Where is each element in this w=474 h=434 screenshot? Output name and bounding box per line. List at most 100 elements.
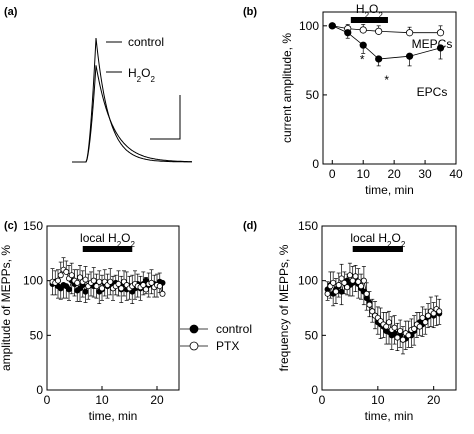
data-point	[68, 272, 75, 279]
panel-d: 0 10 20 0 50 100 150 time, min frequency of MEPP…	[243, 219, 457, 423]
data-point	[383, 323, 390, 330]
x-tick-label: 20	[387, 167, 401, 181]
data-point	[96, 278, 103, 285]
data-point	[93, 283, 100, 290]
data-point	[359, 26, 367, 34]
x-tick-label: 10	[95, 393, 109, 407]
data-point	[385, 319, 392, 326]
legend-marker	[189, 324, 199, 334]
x-axis-label: time, min	[365, 409, 414, 423]
application-bar-label: local H2O2	[350, 231, 405, 249]
x-tick-label: 0	[319, 393, 326, 407]
legend-label-control: control	[128, 35, 164, 49]
data-point	[352, 273, 359, 280]
data-point	[99, 285, 106, 292]
x-tick-label: 0	[44, 393, 51, 407]
data-point	[335, 282, 342, 289]
data-point	[156, 283, 163, 290]
plot-frame	[46, 225, 180, 391]
y-axis-label: amplitude of MEPPs, %	[0, 245, 13, 371]
data-point	[77, 274, 84, 281]
panel-label: (b)	[243, 6, 257, 18]
data-point	[338, 275, 345, 282]
data-point	[344, 29, 352, 37]
data-point	[90, 277, 97, 284]
panel-a: (a) control H2O2	[4, 6, 193, 163]
trace-control	[72, 37, 192, 163]
application-bar-label: H2O2	[356, 2, 383, 20]
data-point	[406, 29, 414, 37]
plot-frame	[322, 11, 457, 165]
panel-label: (a)	[4, 6, 18, 18]
data-point	[344, 284, 351, 291]
data-point	[346, 272, 353, 279]
data-point	[391, 324, 398, 331]
x-tick-label: 20	[150, 393, 164, 407]
data-point	[63, 268, 70, 275]
data-point	[55, 277, 62, 284]
data-point	[375, 55, 383, 63]
data-point	[349, 277, 356, 284]
data-point	[82, 276, 89, 283]
y-tick-label: 150	[298, 219, 318, 233]
data-point	[411, 325, 418, 332]
y-axis-label: frequency of MEPPs, %	[277, 244, 291, 371]
significance-marker: *	[384, 73, 389, 87]
data-point	[332, 288, 339, 295]
series-ptx	[324, 262, 443, 343]
y-tick-label: 50	[305, 328, 319, 342]
data-point	[394, 334, 401, 341]
data-point	[74, 279, 81, 286]
data-point	[375, 27, 383, 35]
data-point	[422, 319, 429, 326]
legend-label-h2o2: H2O2	[128, 66, 155, 84]
data-point	[406, 52, 414, 60]
data-point	[366, 301, 373, 308]
y-tick-label: 0	[311, 383, 318, 397]
data-point	[358, 283, 365, 290]
panel-label: (d)	[243, 220, 257, 232]
y-tick-label: 100	[299, 19, 319, 33]
application-bar	[82, 246, 133, 252]
application-bar	[352, 246, 403, 252]
x-tick-label: 10	[357, 167, 371, 181]
data-point	[397, 327, 404, 334]
y-tick-label: 100	[23, 274, 43, 288]
series-label-mepcs: MEPCs	[412, 37, 453, 51]
series-ptx	[49, 257, 166, 297]
data-point	[436, 44, 445, 52]
data-point	[369, 308, 376, 315]
series-epcs	[328, 22, 445, 67]
application-bar	[350, 17, 388, 23]
application-bar-label: local H2O2	[80, 231, 135, 249]
plot-frame	[321, 225, 457, 391]
series-label-epcs: EPCs	[417, 85, 448, 99]
legend-marker	[189, 341, 199, 351]
y-tick-label: 50	[30, 328, 44, 342]
scale-bar	[150, 95, 181, 140]
data-point	[341, 279, 348, 286]
data-point	[338, 288, 345, 295]
x-tick-label: 10	[371, 393, 385, 407]
y-tick-label: 100	[298, 274, 318, 288]
data-point	[57, 272, 64, 279]
data-point	[324, 290, 331, 297]
legend-label: control	[216, 322, 252, 336]
data-point	[148, 279, 155, 286]
data-point	[328, 22, 336, 30]
x-tick-label: 20	[427, 393, 441, 407]
legend: control PTX	[180, 322, 252, 353]
data-point	[436, 308, 443, 315]
data-point	[363, 290, 370, 297]
data-point	[419, 314, 426, 321]
data-point	[416, 323, 423, 330]
x-tick-label: 0	[329, 167, 336, 181]
y-tick-label: 50	[306, 88, 320, 102]
x-axis-label: time, min	[365, 183, 414, 197]
data-point	[142, 286, 149, 293]
data-point	[425, 312, 432, 319]
y-tick-label: 150	[23, 219, 43, 233]
data-point	[359, 41, 367, 49]
data-point	[330, 279, 337, 286]
